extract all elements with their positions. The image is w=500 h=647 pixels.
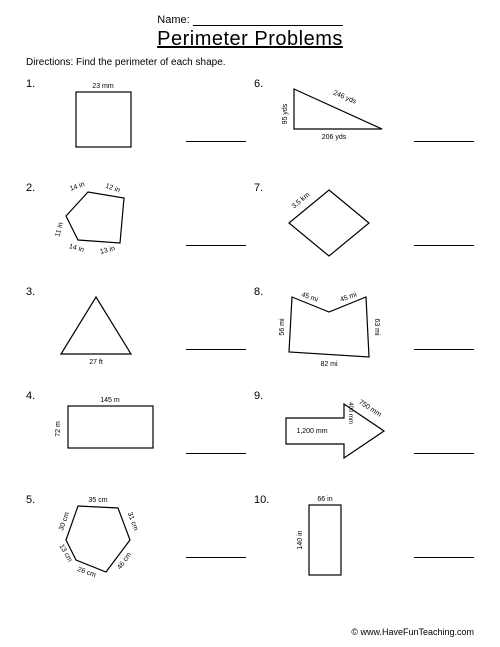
name-label: Name:	[157, 14, 189, 26]
label: 95 yds	[282, 103, 289, 124]
label: 400 mm	[347, 402, 353, 424]
label: 23 mm	[92, 83, 114, 90]
shape-diamond: 3.5 km	[268, 178, 410, 282]
label: 82 mi	[320, 361, 338, 368]
answer-blank[interactable]	[414, 245, 474, 246]
problem-9: 9. 1,200 mm 400 mm 750 mm	[254, 386, 474, 490]
label: 63 mi	[373, 318, 380, 336]
answer-blank[interactable]	[186, 349, 246, 350]
problem-7: 7. 3.5 km	[254, 178, 474, 282]
label: 30 cm	[58, 511, 71, 531]
problem-3: 3. 27 ft	[26, 282, 246, 386]
footer-copyright: © www.HaveFunTeaching.com	[351, 627, 474, 637]
label: 1,200 mm	[296, 428, 327, 435]
problem-number: 7.	[254, 178, 268, 194]
label: 13 in	[99, 245, 116, 256]
problem-4: 4. 145 m 72 m	[26, 386, 246, 490]
shape-triangle: 27 ft	[40, 282, 182, 386]
label: 140 in	[297, 530, 304, 549]
problem-number: 5.	[26, 490, 40, 506]
shape-concave: 45 mi 45 mi 56 mi 63 mi 82 mi	[268, 282, 410, 386]
shape-square: 23 mm	[40, 74, 182, 178]
shape-hexagon: 35 cm 31 cm 30 cm 13 cm 26 cm 46 cm	[40, 490, 182, 594]
problem-number: 1.	[26, 74, 40, 90]
problem-number: 8.	[254, 282, 268, 298]
answer-blank[interactable]	[186, 557, 246, 558]
label: 13 cm	[58, 543, 74, 563]
label: 31 cm	[126, 511, 139, 531]
answer-blank[interactable]	[414, 141, 474, 142]
answer-blank[interactable]	[186, 141, 246, 142]
problem-number: 6.	[254, 74, 268, 90]
problem-number: 9.	[254, 386, 268, 402]
shape-tall-rect: 66 in 140 in	[268, 490, 410, 594]
worksheet-title: Perimeter Problems	[26, 28, 474, 51]
problem-10: 10. 66 in 140 in	[254, 490, 474, 594]
label: 72 m	[55, 421, 62, 437]
shape-pentagon: 14 in 12 in 11 in 14 in 13 in	[40, 178, 182, 282]
answer-blank[interactable]	[186, 453, 246, 454]
label: 35 cm	[88, 497, 107, 504]
label: 12 in	[104, 183, 121, 195]
name-blank[interactable]	[193, 25, 343, 26]
answer-blank[interactable]	[186, 245, 246, 246]
label: 26 cm	[76, 566, 96, 579]
label: 11 in	[54, 222, 65, 238]
problem-number: 3.	[26, 282, 40, 298]
problem-5: 5. 35 cm 31 cm 30 cm 13 cm 26 cm 46 cm	[26, 490, 246, 594]
problem-number: 2.	[26, 178, 40, 194]
problem-2: 2. 14 in 12 in 11 in 14 in 13 in	[26, 178, 246, 282]
problem-number: 4.	[26, 386, 40, 402]
problem-number: 10.	[254, 490, 268, 506]
label: 56 mi	[279, 318, 286, 336]
problems-grid: 1. 23 mm 6. 95 yds 246 yds 206 yds 2.	[26, 74, 474, 594]
label: 66 in	[317, 496, 332, 503]
problem-1: 1. 23 mm	[26, 74, 246, 178]
problem-8: 8. 45 mi 45 mi 56 mi 63 mi 82 mi	[254, 282, 474, 386]
answer-blank[interactable]	[414, 453, 474, 454]
shape-arrow: 1,200 mm 400 mm 750 mm	[268, 386, 410, 490]
name-field: Name:	[26, 14, 474, 26]
label: 206 yds	[322, 134, 347, 141]
label: 145 m	[100, 397, 120, 404]
answer-blank[interactable]	[414, 349, 474, 350]
label: 246 yds	[332, 90, 358, 106]
shape-rectangle: 145 m 72 m	[40, 386, 182, 490]
label: 14 in	[69, 181, 86, 193]
problem-6: 6. 95 yds 246 yds 206 yds	[254, 74, 474, 178]
directions-text: Directions: Find the perimeter of each s…	[26, 57, 474, 68]
label: 14 in	[68, 243, 85, 254]
shape-right-triangle: 95 yds 246 yds 206 yds	[268, 74, 410, 178]
label: 27 ft	[89, 359, 103, 366]
answer-blank[interactable]	[414, 557, 474, 558]
